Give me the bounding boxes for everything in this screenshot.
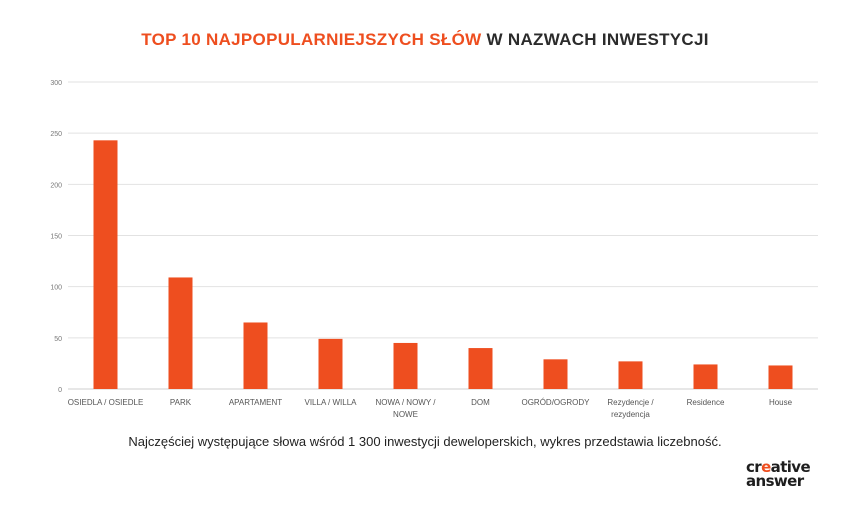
logo-line-1: creative xyxy=(746,458,811,476)
x-tick-label: OGRÓD/OGRODY xyxy=(521,398,590,407)
x-tick-label: Rezydencje / rezydencja xyxy=(607,398,654,419)
x-tick-label: VILLA / WILLA xyxy=(304,398,357,407)
chart-title-highlight: TOP 10 NAJPOPULARNIEJSZYCH SŁÓW xyxy=(141,30,482,49)
x-axis-labels: OSIEDLA / OSIEDLE PARK APARTAMENT VILLA / W… xyxy=(68,398,793,419)
bar xyxy=(393,342,418,389)
y-tick-label: 100 xyxy=(50,285,62,292)
y-tick-label: 150 xyxy=(50,234,62,241)
y-tick-label: 250 xyxy=(50,131,62,138)
chart-title: TOP 10 NAJPOPULARNIEJSZYCH SŁÓW W NAZWAC… xyxy=(0,30,850,50)
bar xyxy=(93,140,118,389)
creative-answer-logo: creative answer xyxy=(746,458,826,490)
y-tick-label: 200 xyxy=(50,182,62,189)
y-tick-label: 300 xyxy=(50,80,62,87)
bar xyxy=(243,322,268,389)
bar xyxy=(468,348,493,389)
y-tick-label: 50 xyxy=(54,336,62,343)
y-tick-label: 0 xyxy=(58,387,62,394)
bar xyxy=(693,364,718,389)
logo-line-2: answer xyxy=(746,472,804,490)
bar xyxy=(768,365,793,389)
x-tick-label: DOM xyxy=(471,398,490,407)
y-axis-ticks: 0 50 100 150 200 250 300 xyxy=(50,80,62,394)
x-tick-label: House xyxy=(769,398,793,407)
x-tick-label: Residence xyxy=(687,398,725,407)
bar xyxy=(543,359,568,389)
bars xyxy=(93,140,793,389)
x-tick-label: PARK xyxy=(170,398,192,407)
bar xyxy=(318,338,343,389)
chart-title-rest: W NAZWACH INWESTYCJI xyxy=(486,30,709,49)
bar xyxy=(618,361,643,389)
grid-lines xyxy=(68,81,818,390)
bar-chart: 0 50 100 150 200 250 300 OSIEDLA / OSIEDLE PARK… xyxy=(50,80,818,419)
chart-caption: Najczęściej występujące słowa wśród 1 30… xyxy=(128,434,722,449)
x-tick-label: OSIEDLA / OSIEDLE xyxy=(68,398,144,407)
x-tick-label: APARTAMENT xyxy=(229,398,282,407)
bar xyxy=(168,277,193,389)
x-tick-label: NOWA / NOWY / NOWE xyxy=(375,398,436,419)
